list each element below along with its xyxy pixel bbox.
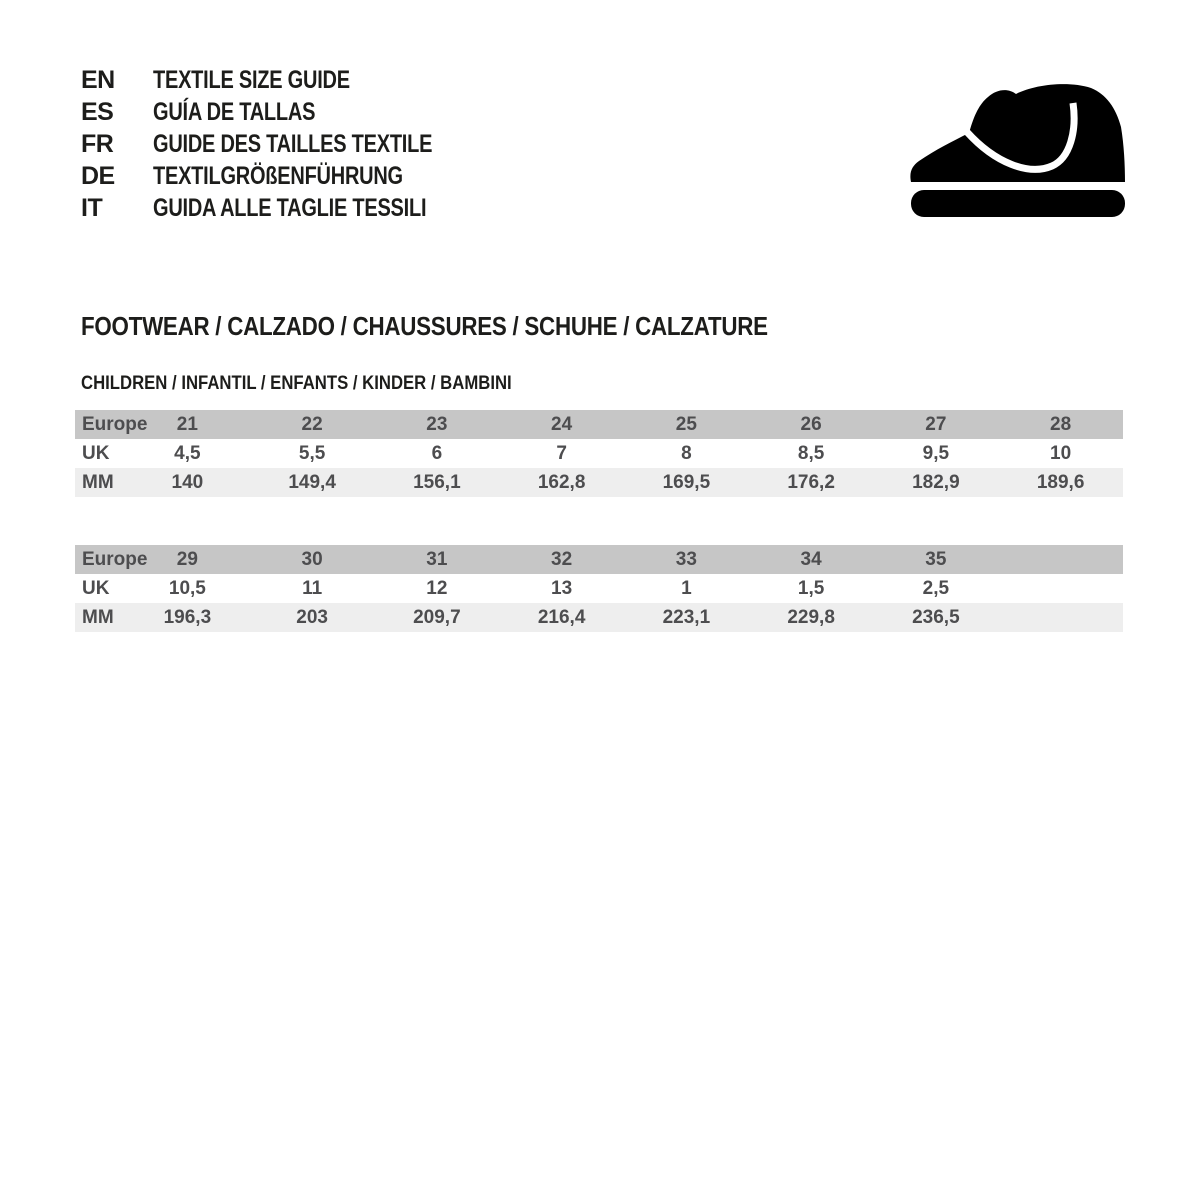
table-cell: 162,8 [537,471,586,493]
table-cell: 11 [302,577,323,599]
table-cell: 7 [556,442,567,464]
table-cell: 10,5 [168,577,206,599]
table-header-cell: 21 [176,413,198,435]
size-table-children-2: Europe 29 30 31 32 33 34 35 UK 10,5 11 1… [75,545,1123,632]
table-cell: 196,3 [163,606,212,628]
table-cell: 8 [681,442,692,464]
table-cell: 189,6 [1036,471,1085,493]
table-cell [998,574,1123,603]
table-header-cell: 31 [426,548,448,570]
language-code: ES [81,97,114,126]
table-cell: 209,7 [413,606,461,628]
table-cell: 156,1 [413,471,461,493]
row-label: UK [82,577,110,599]
language-code: EN [81,65,115,94]
table-row-uk: UK 10,5 11 12 13 1 1,5 2,5 [75,574,1123,603]
language-label: TEXTILGRÖßENFÜHRUNG [153,161,403,190]
table-cell: 2,5 [922,577,950,599]
language-code: DE [81,161,115,190]
row-label: MM [82,606,114,628]
table-cell: 149,4 [288,471,336,493]
table-cell: 216,4 [537,606,586,628]
row-label: Europe [82,548,148,570]
table-header-cell: 27 [925,413,947,435]
table-row-europe: Europe 29 30 31 32 33 34 35 [75,545,1123,574]
language-list: EN TEXTILE SIZE GUIDE ES GUÍA DE TALLAS … [81,64,502,224]
language-row: ES GUÍA DE TALLAS [81,96,502,128]
table-cell: 182,9 [912,471,960,493]
language-row: IT GUIDA ALLE TAGLIE TESSILI [81,192,502,224]
table-cell: 8,5 [797,442,825,464]
table-header-cell: 28 [1050,413,1072,435]
table-header-cell: 34 [800,548,822,570]
table-row-mm: MM 196,3 203 209,7 216,4 223,1 229,8 236… [75,603,1123,632]
table-header-cell: 30 [301,548,323,570]
table-cell: 5,5 [298,442,326,464]
language-label: GUIDE DES TAILLES TEXTILE [153,129,433,158]
table-cell: 223,1 [662,606,711,628]
language-row: EN TEXTILE SIZE GUIDE [81,64,502,96]
table-cell: 229,8 [787,606,835,628]
table-cell: 9,5 [922,442,950,464]
table-row-uk: UK 4,5 5,5 6 7 8 8,5 9,5 10 [75,439,1123,468]
table-cell: 176,2 [787,471,835,493]
language-row: DE TEXTILGRÖßENFÜHRUNG [81,160,502,192]
table-header-cell: 26 [800,413,822,435]
table-header-cell: 29 [176,548,198,570]
table-header-cell: 35 [925,548,947,570]
child-shoe-icon [905,75,1130,220]
language-label: GUÍA DE TALLAS [153,97,316,126]
table-cell: 10 [1050,442,1072,464]
table-header-cell [998,545,1123,574]
table-header-cell: 33 [675,548,697,570]
size-table-children-1: Europe 21 22 23 24 25 26 27 28 UK 4,5 5,… [75,410,1123,497]
table-cell: 1,5 [797,577,825,599]
row-label: UK [82,442,110,464]
language-code: IT [81,193,103,222]
table-cell [998,603,1123,632]
table-cell: 169,5 [662,471,711,493]
table-cell: 1 [681,577,692,599]
table-header-cell: 23 [426,413,448,435]
table-row-europe: Europe 21 22 23 24 25 26 27 28 [75,410,1123,439]
table-cell: 140 [171,471,204,493]
row-label: MM [82,471,114,493]
table-cell: 236,5 [912,606,960,628]
table-cell: 13 [551,577,573,599]
table-header-cell: 22 [301,413,323,435]
language-label: TEXTILE SIZE GUIDE [153,65,350,94]
language-code: FR [81,129,114,158]
table-header-cell: 24 [551,413,573,435]
table-cell: 4,5 [174,442,201,464]
table-header-cell: 25 [675,413,697,435]
section-title: FOOTWEAR / CALZADO / CHAUSSURES / SCHUHE… [81,311,768,341]
table-header-cell: 32 [551,548,573,570]
table-cell: 203 [296,606,328,628]
table-row-mm: MM 140 149,4 156,1 162,8 169,5 176,2 182… [75,468,1123,497]
table-cell: 12 [426,577,448,599]
row-label: Europe [82,413,148,435]
language-label: GUIDA ALLE TAGLIE TESSILI [153,193,427,222]
table-cell: 6 [431,442,443,464]
language-row: FR GUIDE DES TAILLES TEXTILE [81,128,502,160]
subsection-title: CHILDREN / INFANTIL / ENFANTS / KINDER /… [81,373,512,394]
